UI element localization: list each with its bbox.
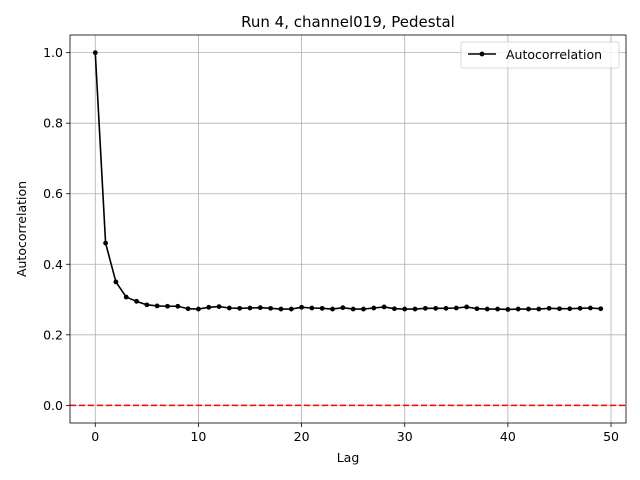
data-point bbox=[206, 304, 212, 310]
data-point bbox=[526, 306, 531, 312]
data-point bbox=[216, 304, 222, 309]
y-tick-label: 0.4 bbox=[43, 257, 63, 272]
data-point bbox=[412, 306, 418, 312]
data-point bbox=[268, 305, 274, 311]
y-tick-label: 0.0 bbox=[43, 398, 63, 413]
data-point bbox=[588, 305, 593, 311]
data-point bbox=[92, 50, 98, 56]
data-point bbox=[299, 304, 304, 310]
data-point bbox=[505, 307, 511, 312]
data-point bbox=[371, 305, 377, 311]
data-point bbox=[433, 305, 439, 311]
x-tick-label: 0 bbox=[91, 429, 99, 444]
data-point bbox=[257, 305, 263, 311]
data-point bbox=[154, 303, 160, 309]
y-tick-label: 0.8 bbox=[43, 116, 63, 131]
series-group bbox=[92, 50, 604, 312]
data-point bbox=[226, 305, 232, 311]
data-point bbox=[557, 306, 562, 312]
data-point bbox=[577, 305, 583, 311]
x-tick-label: 30 bbox=[397, 429, 413, 444]
chart-title: Run 4, channel019, Pedestal bbox=[241, 13, 455, 31]
data-point bbox=[422, 305, 428, 311]
data-point bbox=[546, 305, 552, 311]
data-point bbox=[361, 306, 366, 312]
data-point bbox=[474, 306, 480, 312]
data-point bbox=[598, 306, 604, 312]
plot-frame bbox=[69, 34, 627, 424]
data-point bbox=[288, 306, 294, 312]
data-point bbox=[309, 305, 315, 311]
data-point bbox=[392, 306, 397, 312]
data-point bbox=[536, 306, 542, 312]
data-point bbox=[340, 305, 346, 311]
data-point bbox=[350, 306, 356, 312]
y-tick-label: 0.6 bbox=[43, 186, 63, 201]
data-point bbox=[113, 279, 119, 285]
data-point bbox=[402, 306, 408, 312]
x-tick-label: 40 bbox=[500, 429, 516, 444]
data-point bbox=[443, 305, 449, 311]
data-point bbox=[175, 303, 181, 309]
data-point bbox=[319, 305, 325, 311]
data-point bbox=[103, 240, 108, 246]
x-tick-label: 10 bbox=[190, 429, 206, 444]
x-tick-label: 50 bbox=[603, 429, 619, 444]
data-point bbox=[515, 306, 521, 312]
legend-box bbox=[460, 41, 620, 69]
data-point bbox=[185, 306, 191, 312]
data-point bbox=[381, 304, 387, 310]
data-point bbox=[237, 305, 243, 311]
data-point bbox=[144, 302, 150, 308]
legend: Autocorrelation bbox=[460, 41, 620, 69]
axis-ticks: 0 10 20 30 40 50 0.0 0.2 0.4 0.6 0.8 1.0 bbox=[43, 45, 619, 444]
data-point bbox=[330, 306, 335, 312]
data-point bbox=[484, 306, 490, 312]
data-point bbox=[134, 298, 139, 304]
y-tick-label: 0.2 bbox=[43, 327, 63, 342]
grid bbox=[70, 35, 626, 423]
data-point bbox=[567, 306, 573, 312]
data-point bbox=[453, 305, 459, 311]
y-tick-label: 1.0 bbox=[43, 45, 63, 60]
legend-marker-sample bbox=[479, 51, 485, 57]
data-point bbox=[123, 294, 129, 300]
data-point bbox=[464, 304, 470, 310]
data-point bbox=[495, 306, 500, 312]
data-point bbox=[196, 306, 201, 312]
legend-label: Autocorrelation bbox=[506, 47, 602, 62]
x-tick-label: 20 bbox=[294, 429, 310, 444]
data-point bbox=[247, 305, 253, 311]
x-axis-label: Lag bbox=[337, 450, 360, 465]
data-point bbox=[278, 306, 284, 312]
y-axis-label: Autocorrelation bbox=[14, 181, 29, 277]
data-point bbox=[165, 303, 170, 309]
